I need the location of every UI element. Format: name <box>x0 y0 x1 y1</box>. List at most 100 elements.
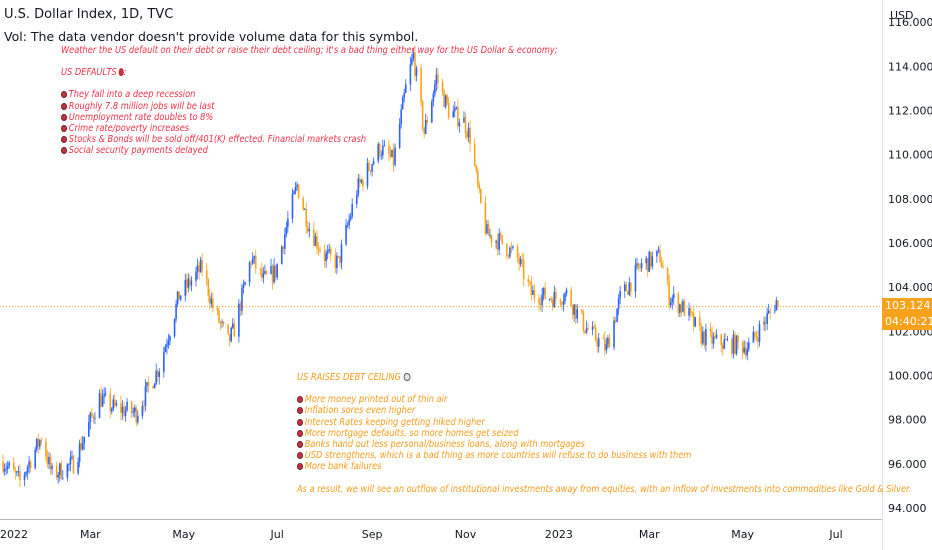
candle-body <box>544 287 546 299</box>
candle-body <box>293 191 295 194</box>
candle-body <box>432 93 435 102</box>
candle-body <box>167 340 170 345</box>
globe-icon <box>403 373 411 381</box>
x-tick-label: May <box>172 528 195 541</box>
candle-body <box>564 293 566 302</box>
candle-body <box>391 149 393 157</box>
candle-body <box>464 117 467 133</box>
candle-body <box>613 320 615 348</box>
candle-body <box>555 291 557 300</box>
candle-body <box>382 145 384 156</box>
x-tick-label: Mar <box>80 528 101 541</box>
x-tick-label: Jul <box>270 528 284 541</box>
candle-body <box>542 287 545 295</box>
candle-body <box>510 247 513 249</box>
candle-body <box>71 456 73 458</box>
annotation-list-item: Stocks & Bonds will be sold off/401(K) e… <box>61 134 558 145</box>
candle-body <box>414 52 416 76</box>
price-axis[interactable]: 94.00096.00098.000100.000102.000104.0001… <box>888 16 932 515</box>
candle-body <box>630 282 632 292</box>
candle-body <box>72 456 75 474</box>
candle-body <box>527 279 530 282</box>
candle-body <box>115 403 118 406</box>
x-tick-label: 2022 <box>0 528 28 541</box>
candle-body <box>238 303 240 337</box>
symbol-title[interactable]: U.S. Dollar Index, 1D, TVC <box>4 7 174 22</box>
candle-body <box>702 331 704 344</box>
candle-body <box>133 407 136 412</box>
us-defaults-list: They fall into a deep recession Roughly 7… <box>61 89 558 156</box>
candle-body <box>754 331 756 337</box>
volume-note: Vol: The data vendor doesn't provide vol… <box>4 29 419 44</box>
candle-body <box>355 194 358 205</box>
annotation-list-item: Crime rate/poverty increases <box>61 123 558 134</box>
candle-body <box>415 67 418 76</box>
candle-body <box>69 457 72 465</box>
candle-body <box>187 278 190 288</box>
candle-body <box>656 250 658 257</box>
candle-body <box>190 280 193 286</box>
candle-body <box>208 295 211 304</box>
candle-body <box>274 265 277 278</box>
candle-body <box>767 310 770 314</box>
candle-body <box>196 265 199 272</box>
candle-body <box>532 290 534 295</box>
candle-body <box>212 298 214 309</box>
annotation-list-item: Roughly 7.8 million jobs will be last <box>61 101 558 112</box>
candle-body <box>346 225 349 226</box>
candle-body <box>529 281 531 283</box>
bullet-icon <box>297 463 304 471</box>
candle-body <box>296 184 298 187</box>
candle-body <box>377 144 380 162</box>
candle-body <box>207 279 210 296</box>
candle-body <box>404 84 407 93</box>
candle-body <box>210 298 213 304</box>
candle-body <box>519 259 522 265</box>
candle-body <box>101 396 104 407</box>
candle-body <box>368 162 370 171</box>
top-annotation[interactable]: Weather the US default on their debt or … <box>61 45 558 157</box>
candle-body <box>100 393 102 407</box>
y-tick-label: 94.000 <box>888 502 927 515</box>
time-axis[interactable]: 2022 Mar May Jul Sep Nov 2023 Mar May Jul <box>0 528 843 541</box>
candle-body <box>423 127 425 134</box>
candle-body <box>640 263 643 268</box>
candle-body <box>666 268 669 282</box>
candle-body <box>313 229 315 246</box>
candle-body <box>659 249 661 263</box>
annotation-list-item: More money printed out of thin air <box>297 394 911 405</box>
annotation-list-item: More bank failures <box>297 461 911 472</box>
candle-body <box>487 224 490 236</box>
x-tick-label: Mar <box>639 528 660 541</box>
annotation-list-item: They fall into a deep recession <box>61 89 558 100</box>
candle-body <box>17 471 20 473</box>
bullet-icon <box>61 102 68 110</box>
bullet-icon <box>297 429 304 437</box>
candle-body <box>625 284 628 292</box>
y-tick-label: 108.000 <box>888 193 932 206</box>
candle-body <box>499 233 502 236</box>
candle-body <box>80 443 82 450</box>
candle-body <box>453 108 456 112</box>
candle-body <box>251 258 254 264</box>
candle-body <box>602 338 605 340</box>
annotation-item-text: Crime rate/poverty increases <box>68 123 190 135</box>
bullet-icon <box>61 147 68 155</box>
candle-body <box>120 403 122 413</box>
candle-body <box>495 240 497 243</box>
spacer <box>297 473 911 484</box>
candle-body <box>23 474 26 480</box>
candle-body <box>623 284 626 292</box>
candle-body <box>561 303 563 305</box>
candle-body <box>221 321 223 323</box>
candle-body <box>216 308 219 311</box>
bottom-annotation[interactable]: US RAISES DEBT CEILING More money printe… <box>297 372 911 495</box>
x-tick-label: Sep <box>362 528 383 541</box>
candle-body <box>270 266 272 274</box>
annotation-list-item: USD strengthens, which is a bad thing as… <box>297 450 911 461</box>
candle-body <box>764 321 767 324</box>
candle-body <box>669 302 672 306</box>
bullet-icon <box>61 136 68 144</box>
candle-body <box>348 219 350 226</box>
